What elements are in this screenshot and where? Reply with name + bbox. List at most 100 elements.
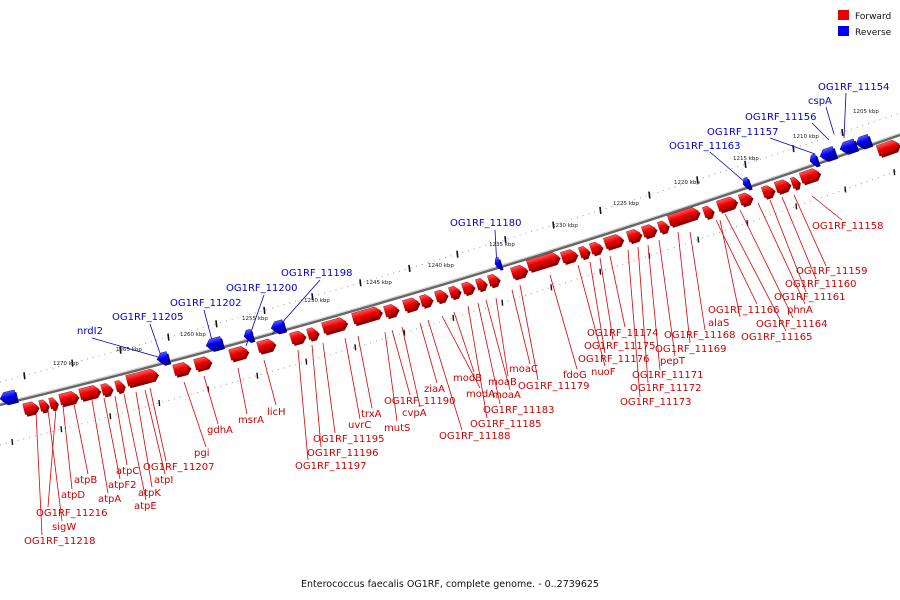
gene-label[interactable]: OG1RF_11158 [812, 221, 884, 232]
gene-label[interactable]: OG1RF_11157 [707, 127, 779, 138]
gene-label[interactable]: OG1RF_11179 [518, 381, 590, 392]
gene-label[interactable]: OG1RF_11180 [450, 218, 522, 229]
forward-gene[interactable] [589, 240, 605, 257]
gene-label[interactable]: atpA [98, 494, 121, 505]
gene-label[interactable]: OG1RF_11185 [470, 419, 542, 430]
gene-label[interactable]: OG1RF_11154 [818, 82, 890, 93]
forward-gene[interactable] [228, 345, 251, 363]
forward-gene[interactable] [461, 280, 477, 297]
reverse-gene[interactable] [0, 389, 19, 407]
forward-gene[interactable] [667, 205, 702, 228]
gene-label[interactable]: alaS [708, 318, 729, 329]
forward-gene[interactable] [193, 355, 214, 373]
gene-label[interactable]: OG1RF_11173 [620, 397, 692, 408]
reverse-gene[interactable] [493, 257, 504, 272]
gene-label[interactable]: OG1RF_11165 [741, 332, 813, 343]
forward-gene[interactable] [657, 219, 671, 235]
gene-label[interactable]: pepT [660, 356, 686, 367]
gene-label[interactable]: phnA [787, 305, 813, 316]
gene-label[interactable]: trxA [361, 409, 382, 420]
reverse-gene[interactable] [270, 319, 288, 336]
forward-gene[interactable] [789, 176, 802, 192]
reverse-gene[interactable] [741, 176, 753, 192]
forward-gene[interactable] [78, 384, 103, 402]
forward-gene[interactable] [434, 288, 450, 305]
gene-label[interactable]: OG1RF_11176 [578, 354, 650, 365]
forward-gene[interactable] [798, 166, 823, 186]
reverse-gene[interactable] [854, 133, 874, 152]
reverse-gene[interactable] [156, 351, 172, 367]
gene-label[interactable]: OG1RF_11207 [143, 462, 215, 473]
forward-gene[interactable] [256, 337, 278, 355]
gene-label[interactable]: OG1RF_11172 [630, 383, 702, 394]
gene-label[interactable]: OG1RF_11183 [483, 405, 555, 416]
forward-gene[interactable] [487, 273, 502, 289]
forward-gene[interactable] [560, 248, 580, 266]
forward-gene[interactable] [510, 263, 530, 281]
gene-label[interactable]: OG1RF_11205 [112, 312, 184, 323]
forward-gene[interactable] [383, 302, 401, 320]
forward-gene[interactable] [641, 222, 659, 240]
reverse-gene[interactable] [205, 336, 225, 354]
reverse-gene[interactable] [808, 153, 821, 169]
gene-label[interactable]: moaA [492, 390, 521, 401]
gene-label[interactable]: cspA [808, 96, 832, 107]
forward-gene[interactable] [626, 227, 644, 245]
forward-gene[interactable] [702, 204, 716, 220]
gene-label[interactable]: atpE [134, 501, 157, 512]
forward-gene[interactable] [125, 367, 161, 389]
gene-label[interactable]: OG1RF_11156 [745, 112, 817, 123]
forward-gene[interactable] [402, 296, 422, 314]
forward-gene[interactable] [58, 390, 81, 408]
gene-label[interactable]: OG1RF_11216 [36, 508, 108, 519]
forward-gene[interactable] [306, 326, 322, 342]
gene-label[interactable]: modA [466, 389, 495, 400]
gene-label[interactable]: sigW [52, 522, 76, 533]
gene-label[interactable]: OG1RF_11160 [785, 279, 857, 290]
forward-gene[interactable] [38, 398, 51, 414]
forward-gene[interactable] [321, 316, 349, 336]
gene-label[interactable]: OG1RF_11171 [632, 370, 704, 381]
gene-label[interactable]: moaC [509, 364, 538, 375]
gene-label[interactable]: gdhA [207, 425, 233, 436]
gene-label[interactable]: OG1RF_11166 [708, 305, 780, 316]
forward-gene[interactable] [172, 361, 193, 379]
forward-gene[interactable] [48, 396, 61, 412]
gene-label[interactable]: nuoF [591, 367, 616, 378]
forward-gene[interactable] [875, 138, 900, 159]
gene-label[interactable]: OG1RF_11190 [384, 396, 456, 407]
forward-gene[interactable] [100, 382, 116, 398]
reverse-gene[interactable] [838, 138, 860, 157]
gene-label[interactable]: mutS [384, 423, 410, 434]
gene-label[interactable]: OG1RF_11198 [281, 268, 353, 279]
forward-gene[interactable] [760, 183, 777, 200]
gene-label[interactable]: OG1RF_11218 [24, 536, 96, 547]
gene-label[interactable]: atpD [61, 490, 85, 501]
gene-label[interactable]: uvrC [348, 420, 371, 431]
gene-label[interactable]: moaB [488, 377, 517, 388]
gene-label[interactable]: OG1RF_11200 [226, 283, 298, 294]
gene-label[interactable]: OG1RF_11168 [664, 330, 736, 341]
forward-gene[interactable] [448, 284, 463, 301]
gene-label[interactable]: ziaA [424, 384, 445, 395]
forward-gene[interactable] [578, 245, 592, 261]
gene-label[interactable]: OG1RF_11197 [295, 461, 367, 472]
gene-label[interactable]: OG1RF_11161 [774, 292, 846, 303]
forward-gene[interactable] [419, 293, 435, 310]
gene-label[interactable]: cvpA [402, 408, 427, 419]
gene-label[interactable]: atpI [154, 475, 173, 486]
gene-label[interactable]: nrdI2 [77, 326, 103, 337]
reverse-gene[interactable] [818, 146, 839, 164]
forward-gene[interactable] [114, 379, 128, 395]
forward-gene[interactable] [351, 305, 384, 327]
gene-label[interactable]: OG1RF_11202 [170, 298, 242, 309]
gene-label[interactable]: OG1RF_11163 [669, 141, 741, 152]
gene-label[interactable]: atpF2 [108, 480, 137, 491]
gene-label[interactable]: OG1RF_11174 [587, 328, 659, 339]
forward-gene[interactable] [289, 329, 309, 346]
gene-label[interactable]: OG1RF_11195 [313, 434, 385, 445]
gene-label[interactable]: pgi [194, 448, 209, 459]
gene-label[interactable]: atpC [116, 466, 139, 477]
forward-gene[interactable] [737, 191, 755, 208]
gene-label[interactable]: OG1RF_11188 [439, 431, 511, 442]
